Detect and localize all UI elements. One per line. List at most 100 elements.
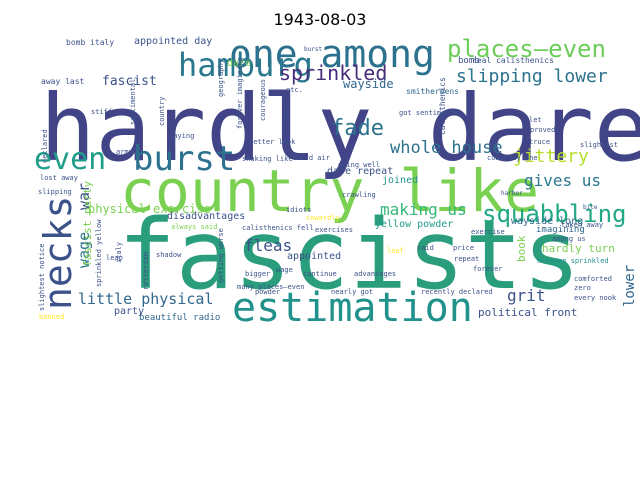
word-fleas: fleas (244, 236, 293, 255)
word-away-last: away last (41, 77, 85, 86)
word-yellow-powder: yellow powder (375, 219, 454, 230)
word-slipping-lower: slipping lower (456, 66, 608, 87)
word-lower: lower (622, 264, 638, 307)
word-cloud: hardly dare fascists country like one among… (32, 32, 640, 331)
word-whole-house: whole house (390, 138, 503, 158)
word-physical-exercise: physical exercise (88, 202, 211, 216)
word-army: army (116, 148, 133, 156)
word-dare: dare (227, 58, 252, 69)
word-harbor: harbor (501, 190, 523, 197)
word-every-nook: every nook (574, 294, 617, 302)
word-better-look: better look (249, 138, 296, 146)
word-bang: bang (282, 104, 290, 121)
word-going-well: going well (338, 161, 381, 169)
word-courageous: courageous (259, 78, 267, 121)
word-sprinkled-yellow: sprinkled yellow (95, 219, 103, 287)
word-squabbling: squabbling (482, 200, 627, 228)
word-making-us: making us (380, 200, 467, 219)
word-burst: burst (304, 46, 323, 53)
word-slightest-notice: slightest notice (38, 243, 46, 311)
word-kleiman-sprinkled: kleiman sprinkled (537, 257, 609, 265)
word-lost-away: lost away (40, 174, 78, 182)
word-wayside: wayside (343, 77, 394, 91)
word-party: party (114, 306, 145, 317)
word-banned: banned (39, 313, 65, 321)
word-fascist-party: fascist party (81, 180, 94, 267)
word-estimation: estimation (232, 285, 473, 331)
word-shaking-like: shaking like (242, 155, 293, 163)
word-fascist: fascist (102, 74, 157, 89)
word-etc: etc. (286, 86, 303, 94)
word-country: country (158, 96, 166, 126)
word-beautiful-radio: beautiful radio (139, 313, 221, 323)
word-crawling: crawling (342, 191, 376, 199)
word-leaf: leaf (387, 247, 404, 255)
word-sprinkled: sprinkled (279, 61, 388, 85)
word-stiff: stiff (91, 108, 113, 116)
word-disadvantages: disadvantages (167, 211, 246, 222)
word-hardly-dare: hardly dare (40, 75, 640, 182)
word-burst: burst (133, 139, 236, 179)
word-calisthenics-fell: calisthenics fell (242, 224, 314, 232)
word-appointed-day: appointed day (134, 36, 213, 47)
word-continue: continue (303, 270, 337, 278)
word-nearly-got: nearly got (331, 288, 374, 296)
word-country-like: country like (120, 157, 540, 225)
word-bite: bite (583, 204, 598, 211)
word-comforted: comforted (574, 275, 612, 283)
word-even: even (34, 142, 107, 177)
word-got-sentimental: got sentimental (399, 109, 463, 117)
word-smithereens: smithereens (406, 87, 459, 96)
word-book: book (515, 235, 528, 263)
word-joined: joined (382, 175, 419, 186)
word-one-among: one among (229, 32, 435, 76)
word-dare-repeat: dare repeat (327, 166, 394, 177)
word-bomb-italy: bomb italy (66, 38, 115, 47)
word-idiots: idiots (286, 206, 312, 214)
word-real-calisthenics: real calisthenics (472, 56, 554, 65)
word-shadow: shadow (156, 251, 182, 259)
word-slipping: slipping (38, 188, 72, 196)
word-exercises: exercises (315, 226, 353, 234)
word-let: let (529, 116, 542, 124)
word-price: price (453, 244, 475, 252)
word-fascists: fascists (118, 199, 581, 311)
word-exercise: exercise (471, 228, 505, 236)
word-cowardly-one: cowardly one (487, 154, 538, 162)
word-sentimental: sentimental (129, 78, 137, 125)
chart-title: 1943-08-03 (273, 10, 367, 29)
word-forever-imagining: forever imagining (236, 57, 244, 129)
word-geography: geography (217, 59, 225, 97)
word-slightest: slightest (580, 141, 618, 149)
word-leap: leap (106, 254, 123, 262)
word-italy: italy (115, 241, 123, 263)
word-gives-us: gives us (524, 171, 602, 190)
word-many-places-even: many places—even (237, 283, 305, 291)
word-advantages: advantages (354, 270, 397, 278)
word-bigger: bigger (245, 270, 271, 278)
word-calisthenics: calisthenics (438, 77, 447, 135)
word-proved: proved (530, 126, 556, 134)
word-rotterdam: rotterdam (142, 252, 150, 290)
word-imagining: imagining (536, 225, 585, 235)
word-little-physical: little physical (78, 290, 214, 308)
word-third-air: third air (292, 154, 330, 162)
word-hamburg: hamburg (178, 46, 313, 84)
word-declared: declared (41, 129, 49, 163)
word-cowardly: cowardly (306, 214, 340, 222)
word-truce: truce (529, 138, 551, 146)
word-political-front: political front (478, 306, 578, 319)
word-places-even: places—even (447, 35, 606, 63)
word-among-us: among us (552, 235, 586, 243)
word-wayside-long: wayside long (511, 216, 584, 227)
word-jittery: jittery (513, 146, 589, 167)
word-recently-declared: recently declared (421, 288, 493, 296)
word-taken-away: taken away (561, 221, 604, 229)
word-grit: grit (507, 286, 546, 305)
word-hardly-turn: hardly turn (542, 242, 615, 255)
word-appointed: appointed (287, 251, 342, 262)
word-zero: zero (574, 284, 591, 292)
word-repeat: repeat (454, 255, 480, 263)
word-raid: raid (417, 244, 434, 252)
